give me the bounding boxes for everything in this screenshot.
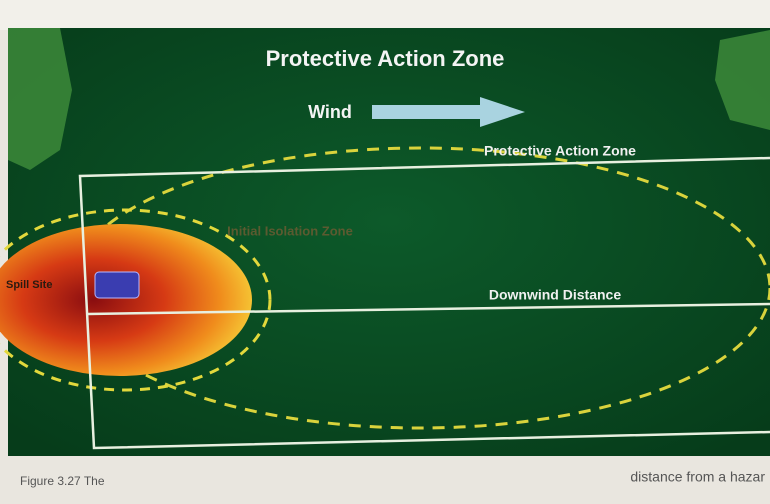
site-label: Spill Site [6, 279, 52, 291]
wind-label: Wind [308, 102, 352, 122]
title: Protective Action Zone [266, 46, 505, 71]
caption: Figure 3.27 The [20, 474, 105, 488]
isolation-label: Initial Isolation Zone [227, 223, 353, 238]
zone-label: Protective Action Zone [484, 143, 636, 159]
figure: Protective Action Zone Wind Protective A… [0, 0, 770, 504]
hazard-area [0, 224, 252, 376]
distance-label: Downwind Distance [489, 287, 621, 303]
paper-top [0, 0, 770, 30]
caption: distance from a hazar [630, 469, 765, 485]
spill-marker [95, 272, 139, 298]
